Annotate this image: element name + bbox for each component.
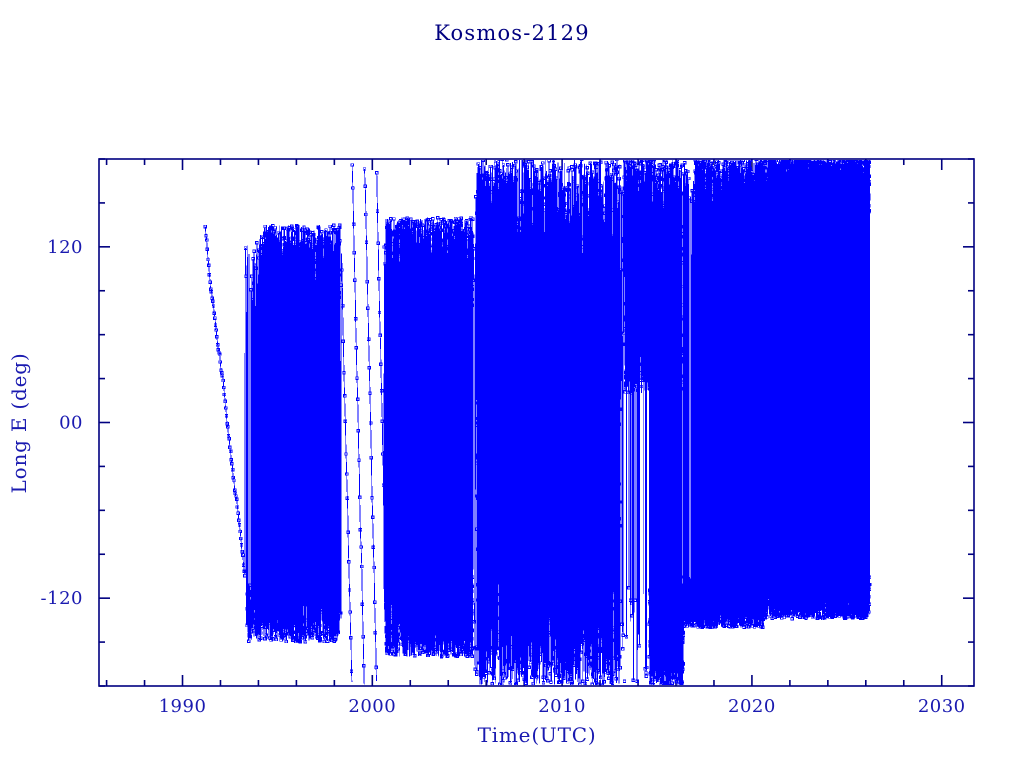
page-title: Kosmos-2129	[434, 21, 590, 45]
y-tick-label: 00	[59, 413, 83, 434]
y-tick-label: 120	[47, 237, 83, 258]
x-tick-labels: 1990 2000 2010 2020 2030	[159, 696, 966, 717]
y-axis-label: Long E (deg)	[7, 353, 31, 494]
x-tick-label: 2010	[538, 696, 586, 717]
x-tick-label: 2030	[918, 696, 966, 717]
x-tick-label: 2020	[728, 696, 776, 717]
data-series-longitude	[203, 160, 872, 685]
x-tick-label: 1990	[159, 696, 207, 717]
x-tick-label: 2000	[348, 696, 396, 717]
axis-ticks	[99, 158, 974, 687]
longitude-data-markers	[203, 160, 872, 685]
y-tick-label: -120	[41, 588, 83, 609]
x-axis-label: Time(UTC)	[478, 723, 597, 747]
y-tick-labels: -120 00 120	[41, 237, 83, 609]
